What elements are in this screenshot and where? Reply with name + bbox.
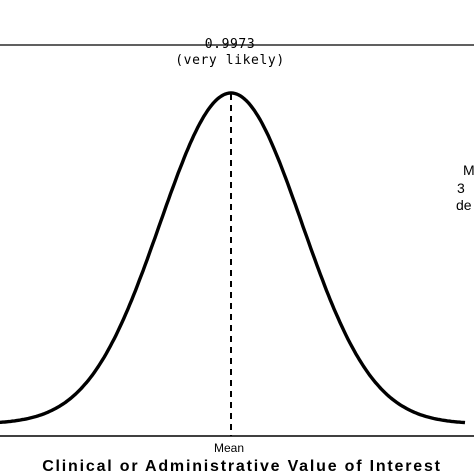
probability-value-label: 0.9973 bbox=[204, 37, 256, 52]
normal-curve bbox=[0, 91, 466, 425]
x-tick-label-mean: Mean bbox=[213, 441, 245, 455]
x-axis-title: Clinical or Administrative Value of Inte… bbox=[42, 458, 442, 475]
side-note-line-2: 3 bbox=[457, 180, 465, 196]
probability-description-label: (very likely) bbox=[175, 53, 285, 68]
side-note-line-3: de bbox=[456, 197, 472, 213]
side-note-line-1: M bbox=[463, 162, 474, 178]
